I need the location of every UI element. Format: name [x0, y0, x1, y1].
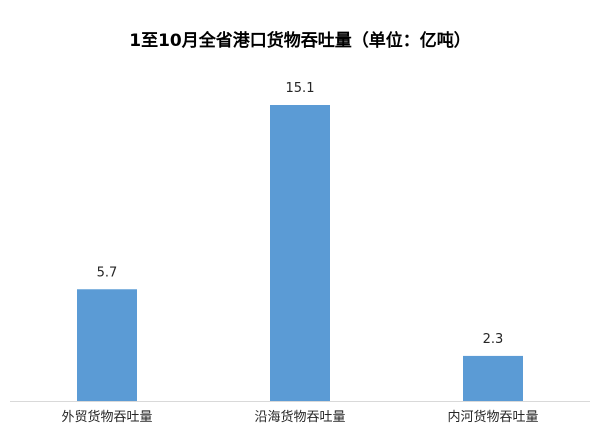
- bar: [463, 355, 523, 401]
- x-tick-label: 内河货物吞吐量: [447, 409, 538, 425]
- data-label: 15.1: [286, 81, 315, 96]
- data-label: 2.3: [483, 332, 504, 347]
- data-label: 5.7: [97, 265, 118, 280]
- x-tick-label: 外贸货物吞吐量: [61, 409, 152, 425]
- chart-title: 1至10月全省港口货物吞吐量（单位：亿吨）: [129, 31, 471, 51]
- x-tick-label: 沿海货物吞吐量: [254, 409, 345, 425]
- bar: [77, 289, 137, 401]
- bar: [270, 105, 330, 401]
